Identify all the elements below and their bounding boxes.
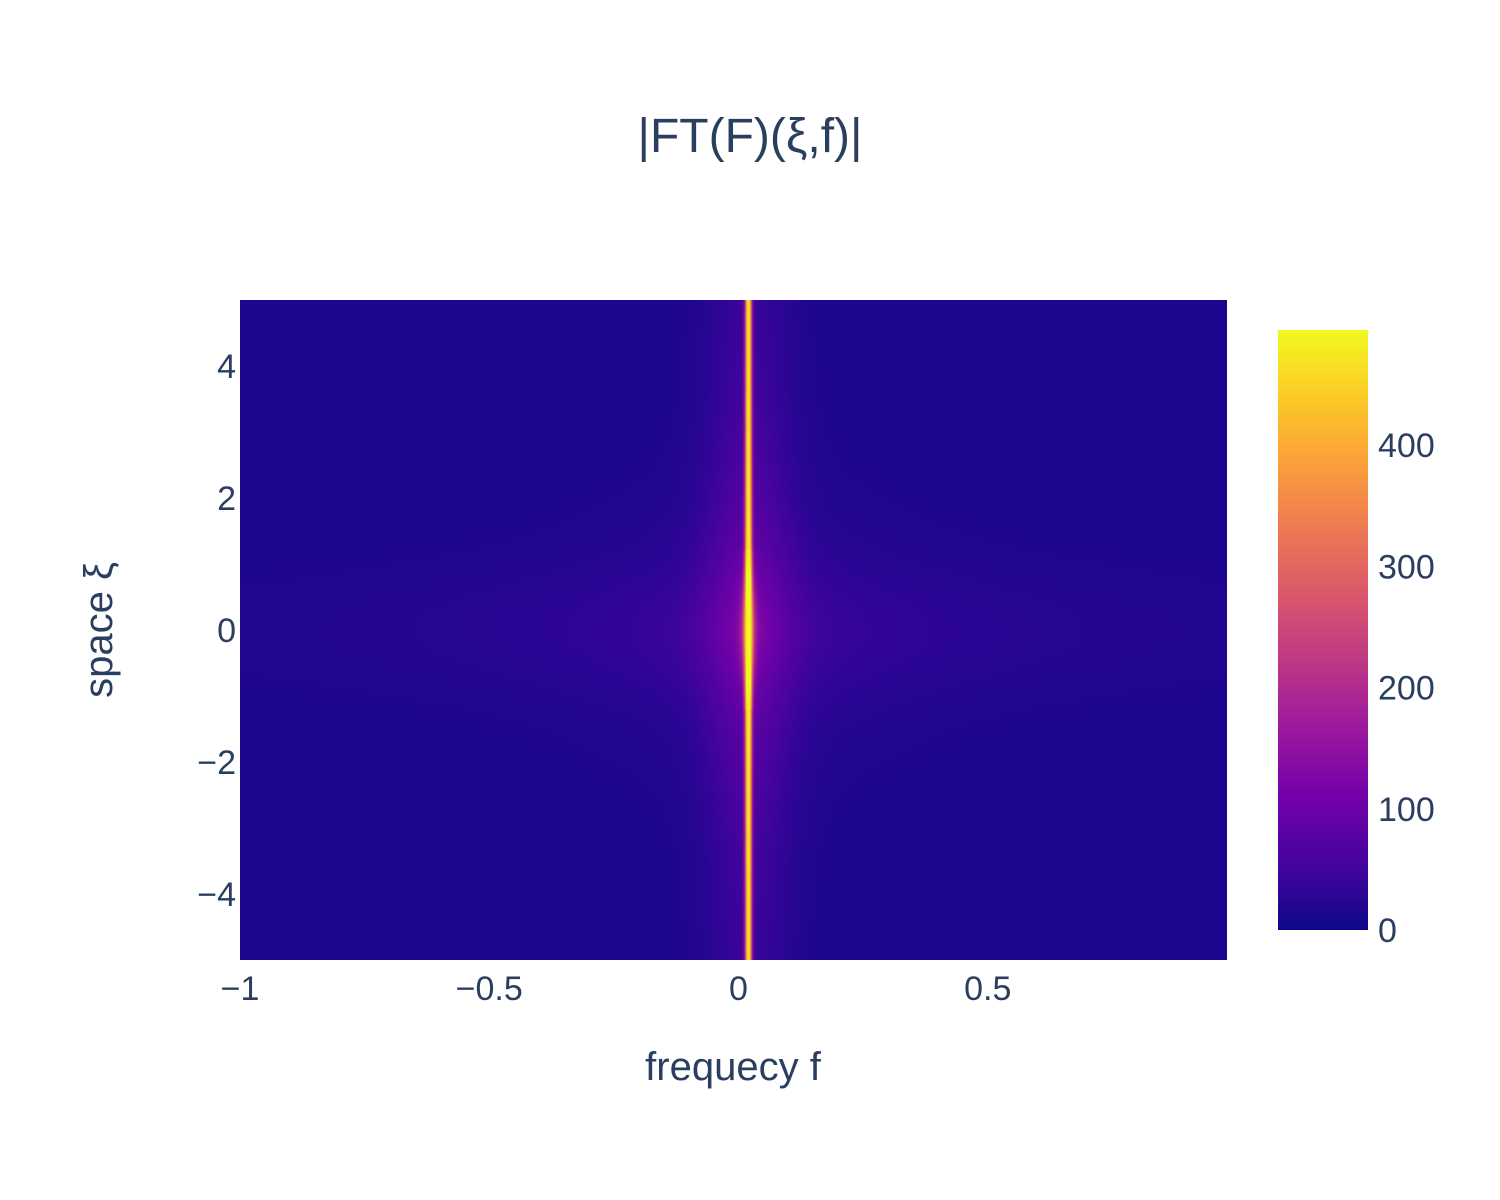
y-tick-label: −2	[197, 744, 236, 782]
colorbar-ticks: 0 100 200 300 400	[1378, 427, 1435, 950]
x-tick-label: −1	[221, 970, 260, 1008]
colorbar	[1278, 330, 1368, 930]
colorbar-tick-label: 100	[1378, 791, 1435, 829]
colorbar-tick-label: 200	[1378, 670, 1435, 708]
heatmap-plot-area[interactable]	[240, 300, 1227, 960]
y-tick-label: 4	[217, 348, 236, 386]
chart-title: |FT(F)(ξ,f)|	[638, 110, 863, 163]
x-tick-label: 0	[729, 970, 748, 1008]
x-tick-label: −0.5	[456, 970, 523, 1008]
y-axis-ticks: 4 2 0 −2 −4	[197, 348, 236, 914]
y-axis-title: space ξ	[77, 562, 121, 698]
x-axis-ticks: −1 −0.5 0 0.5	[221, 970, 1012, 1008]
heatmap-image	[240, 300, 1227, 960]
x-tick-label: 0.5	[964, 970, 1011, 1008]
y-tick-label: −4	[197, 876, 236, 914]
colorbar-tick-label: 300	[1378, 548, 1435, 586]
colorbar-tick-label: 0	[1378, 912, 1397, 950]
x-axis-title: frequecy f	[645, 1045, 822, 1089]
y-tick-label: 0	[217, 612, 236, 650]
y-tick-label: 2	[217, 480, 236, 518]
colorbar-tick-label: 400	[1378, 427, 1435, 465]
